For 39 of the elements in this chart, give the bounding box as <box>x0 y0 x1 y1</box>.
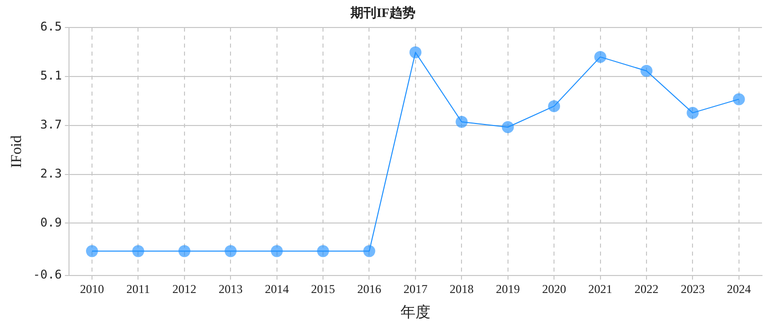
y-tick-label: 5.1 <box>40 68 62 83</box>
x-tick-label: 2014 <box>264 282 289 296</box>
x-tick-label: 2015 <box>311 282 336 296</box>
point <box>640 64 652 77</box>
point <box>409 46 422 58</box>
y-tick-label: 2.3 <box>40 166 62 180</box>
point <box>224 245 237 258</box>
x-tick-label: 2021 <box>588 282 612 296</box>
point <box>594 50 606 63</box>
point <box>270 245 283 258</box>
x-tick-label: 2016 <box>357 282 382 296</box>
x-tick-label: 2022 <box>634 282 658 296</box>
chart-title: 期刊IF趋势 <box>350 5 416 20</box>
point <box>363 245 376 258</box>
x-tick-label: 2024 <box>726 282 751 296</box>
y-tick-label: 3.7 <box>40 118 62 132</box>
point <box>548 100 560 112</box>
x-tick-label: 2020 <box>542 282 566 296</box>
x-tick-label: 2013 <box>218 282 243 296</box>
point <box>178 245 190 258</box>
point <box>686 106 699 119</box>
y-axis-title: IFoid <box>8 134 25 168</box>
x-tick-label: 2011 <box>126 282 150 296</box>
y-tick-label: 6.5 <box>40 20 62 34</box>
point <box>732 93 745 106</box>
x-tick-label: 2010 <box>80 282 104 296</box>
x-tick-label: 2018 <box>450 282 474 296</box>
x-tick-label: 2017 <box>403 282 428 296</box>
point <box>502 121 514 134</box>
x-axis-title: 年度 <box>400 304 430 321</box>
point <box>456 116 468 128</box>
x-tick-label: 2019 <box>496 282 520 296</box>
y-tick-label: 0.9 <box>40 215 62 230</box>
x-tick-label: 2012 <box>172 282 196 296</box>
y-tick-label: -0.6 <box>32 268 62 282</box>
point <box>86 245 98 258</box>
point <box>132 245 144 258</box>
x-tick-label: 2023 <box>680 282 705 296</box>
point <box>317 245 330 258</box>
